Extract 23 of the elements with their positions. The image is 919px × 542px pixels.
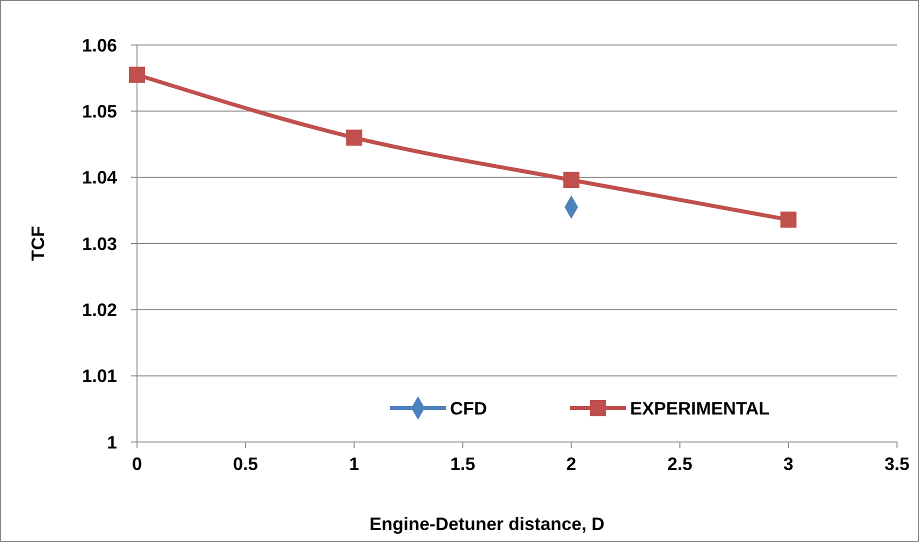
legend-label: EXPERIMENTAL xyxy=(630,398,770,418)
x-tick-label: 3.5 xyxy=(884,454,910,474)
y-tick-label: 1.05 xyxy=(82,101,117,122)
y-tick-label: 1.01 xyxy=(82,366,117,386)
y-tick-label: 1 xyxy=(106,432,117,452)
x-tick-label: 3 xyxy=(783,454,794,474)
y-tick-label: 1.04 xyxy=(82,168,117,188)
x-tick-label: 0 xyxy=(132,454,142,474)
point xyxy=(563,172,580,188)
point xyxy=(780,212,796,228)
x-tick-label: 1.5 xyxy=(450,454,476,474)
y-tick-label: 1.02 xyxy=(82,300,117,320)
x-tick-label: 2 xyxy=(566,454,576,474)
point xyxy=(128,66,146,83)
y-axis-title: TCF xyxy=(28,226,48,261)
legend-label: CFD xyxy=(450,398,487,418)
y-tick-label: 1.06 xyxy=(82,35,117,56)
x-axis-title: Engine-Detuner distance, D xyxy=(369,514,605,534)
x-tick-label: 0.5 xyxy=(233,454,258,474)
x-tick-label: 1 xyxy=(349,454,360,474)
y-tick-label: 1.03 xyxy=(82,234,117,254)
point xyxy=(346,130,362,146)
x-tick-label: 2.5 xyxy=(667,454,692,474)
